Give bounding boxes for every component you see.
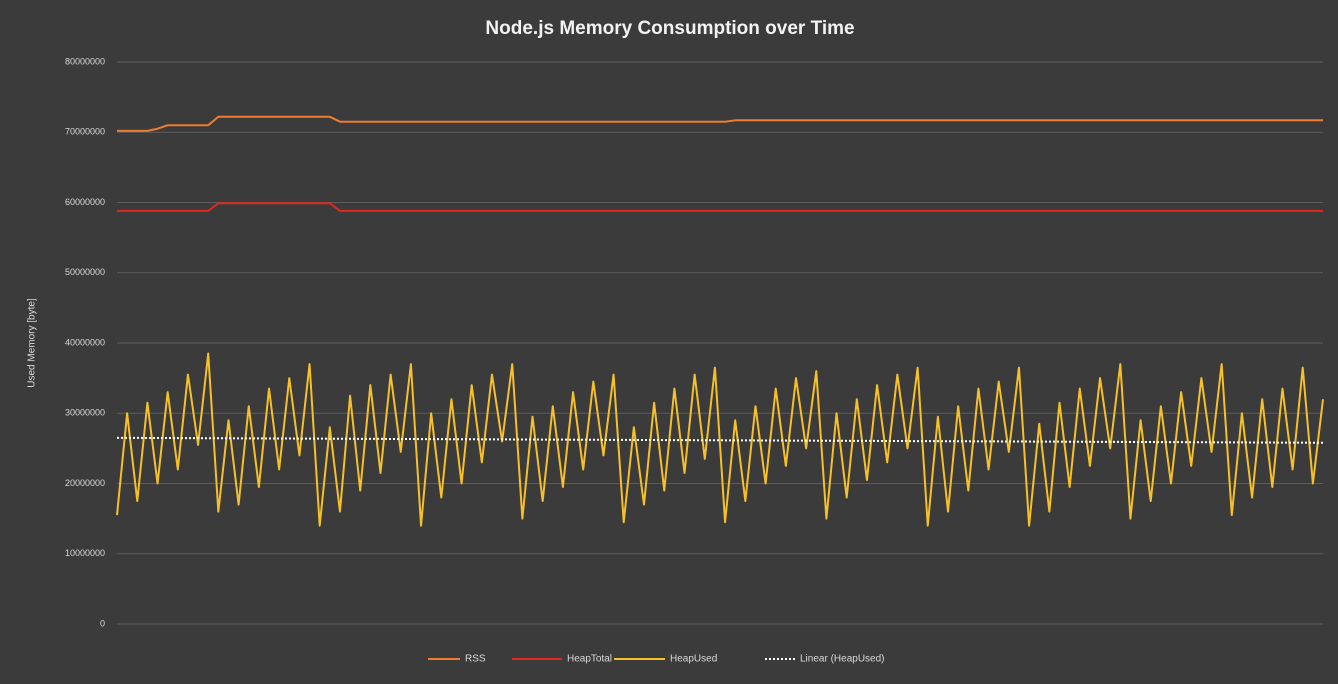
line-series xyxy=(117,202,1323,212)
legend-label: Linear (HeapUsed) xyxy=(800,654,885,665)
trendline xyxy=(116,436,1324,444)
legend-label: HeapUsed xyxy=(670,654,717,665)
y-tick-label: 0 xyxy=(100,618,105,628)
y-tick-label: 50000000 xyxy=(65,267,105,277)
y-tick-label: 60000000 xyxy=(65,197,105,207)
line-series xyxy=(116,352,1324,527)
y-tick-label: 40000000 xyxy=(65,337,105,347)
legend-label: RSS xyxy=(465,654,486,665)
y-axis-label: Used Memory [byte] xyxy=(27,298,38,388)
line-series xyxy=(117,115,1323,132)
y-tick-label: 70000000 xyxy=(65,127,105,137)
y-tick-label: 10000000 xyxy=(65,548,105,558)
y-tick-label: 20000000 xyxy=(65,478,105,488)
legend-label: HeapTotal xyxy=(567,654,612,665)
chart-title: Node.js Memory Consumption over Time xyxy=(485,18,854,39)
y-tick-label: 30000000 xyxy=(65,408,105,418)
y-tick-label: 80000000 xyxy=(65,56,105,66)
